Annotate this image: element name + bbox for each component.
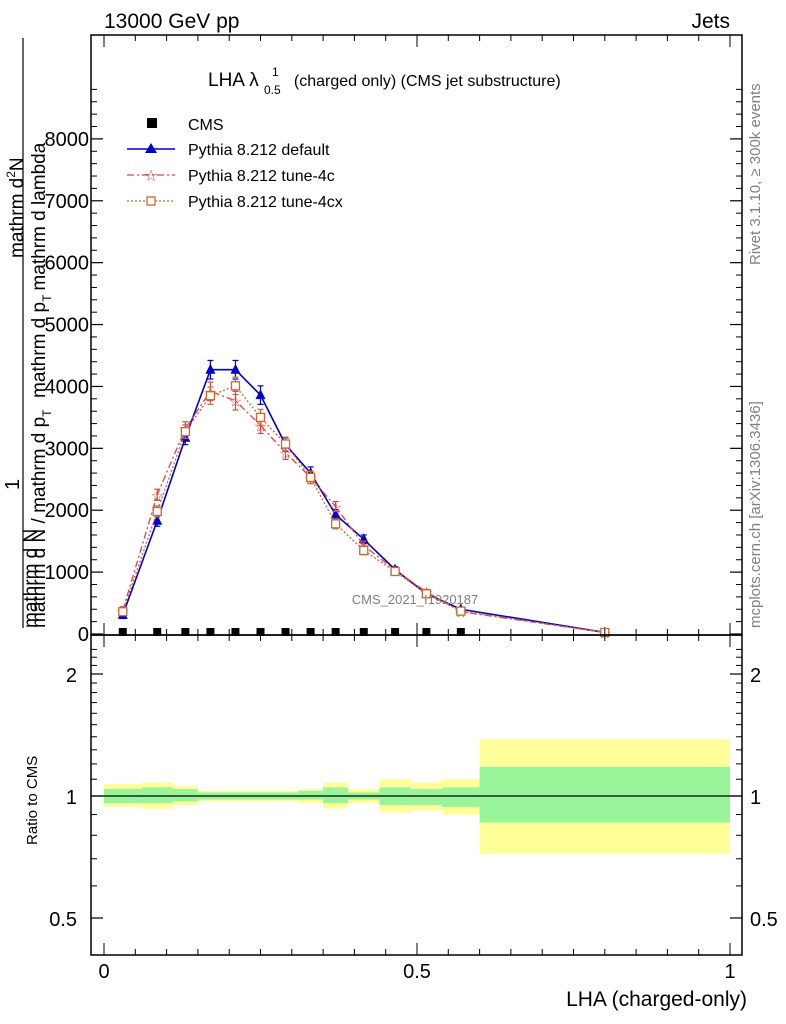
mcplots-label: mcplots.cern.ch [arXiv:1306.3436]	[747, 401, 764, 628]
data-point	[152, 506, 162, 517]
legend-default-label: Pythia 8.212 default	[188, 142, 330, 159]
ratio-ylabel: Ratio to CMS	[24, 756, 41, 845]
data-point	[152, 514, 163, 525]
legend-tune4cx-marker	[146, 196, 156, 206]
series-line	[122, 390, 605, 634]
legend-entry-default: Pythia 8.212 default	[127, 142, 330, 159]
data-point	[230, 363, 241, 374]
legend-cms-label: CMS	[188, 117, 224, 134]
ratio-band-inner	[172, 789, 198, 802]
series-3	[118, 376, 610, 638]
ratio-panel: 0.5 0.5 1 1 2 2 0 0.5 1 Ratio to CMS LHA (charge…	[24, 634, 778, 1011]
data-point	[255, 412, 266, 423]
main-ytick-label: 2000	[45, 500, 90, 522]
main-ytick-label: 8000	[45, 129, 90, 151]
xaxis-label: LHA (charged-only)	[566, 988, 747, 1011]
data-point	[118, 607, 128, 617]
energy-label: 13000 GeV pp	[104, 10, 239, 33]
xtick-label: 0	[98, 961, 109, 983]
ratio-band-inner	[442, 787, 480, 807]
ylabel-numerator-bottom: mathrm d pTmathrm d lambda	[29, 142, 54, 398]
ratio-ytick-label: 0.5	[49, 909, 77, 931]
legend-entry-cms: CMS	[147, 117, 224, 134]
data-point	[330, 508, 341, 519]
main-title: LHA λ 0.5 1 (charged only) (CMS jet subs…	[208, 60, 561, 99]
ratio-band-inner	[141, 787, 173, 804]
ylabel-denominator-bottom: mathrm d N	[21, 529, 42, 628]
data-point	[280, 439, 291, 449]
data-point	[281, 628, 290, 636]
data-point	[305, 472, 316, 483]
ylabel-denominator: mathrm d N / mathrm d pT	[29, 409, 54, 628]
legend-tune4c-marker: ☆	[144, 166, 158, 185]
main-ytick-label: 0	[78, 624, 89, 646]
data-point	[153, 628, 162, 636]
main-ylabel: 1 mathrm d N / mathrm d pT mathrm d2N ma…	[2, 38, 54, 628]
ratio-ytick-label-right: 1	[750, 787, 761, 809]
data-point	[331, 628, 340, 636]
ratio-ytick-label: 2	[66, 665, 77, 687]
ratio-ytick-label-right: 0.5	[750, 909, 778, 931]
ylabel-numerator-top: mathrm d2N	[4, 157, 28, 258]
data-point	[456, 606, 466, 616]
data-point	[421, 589, 432, 599]
data-point	[231, 628, 240, 636]
data-point	[205, 363, 216, 374]
legend-tune4cx-label: Pythia 8.212 tune-4cx	[188, 194, 343, 211]
legend-entry-tune4c: ☆ Pythia 8.212 tune-4c	[127, 166, 335, 185]
main-panel: ☆☆☆☆☆☆☆☆☆☆☆☆☆☆ 0100020003000400050006000…	[2, 34, 743, 646]
data-point: ☆	[150, 487, 163, 505]
data-point	[230, 381, 241, 391]
title-sub: 0.5	[264, 83, 281, 97]
data-point	[391, 628, 400, 636]
data-point	[359, 545, 369, 556]
category-label: Jets	[691, 10, 730, 33]
ratio-band-inner	[479, 766, 730, 823]
data-point	[206, 628, 215, 636]
main-ytick-label: 4000	[45, 376, 90, 398]
main-ytick-label: 3000	[45, 438, 90, 460]
data-point: ☆	[329, 499, 342, 517]
data-point	[181, 628, 190, 636]
title-rest: (charged only) (CMS jet substructure)	[294, 73, 561, 90]
legend: CMS Pythia 8.212 default ☆ Pythia 8.212 …	[127, 117, 343, 211]
legend-default-marker	[145, 143, 157, 153]
series-line	[122, 385, 605, 634]
analysis-watermark: CMS_2021_I1920187	[352, 592, 479, 607]
main-ytick-label: 7000	[45, 191, 90, 213]
data-point	[255, 389, 266, 400]
legend-cms-marker	[147, 118, 157, 128]
ratio-band-inner	[298, 790, 324, 800]
legend-entry-tune4cx: Pythia 8.212 tune-4cx	[127, 194, 343, 211]
ylabel-numerator: 1	[2, 479, 24, 490]
title-prefix: LHA λ	[208, 70, 259, 91]
data-point	[118, 628, 127, 636]
data-point	[330, 519, 341, 529]
data-point	[456, 628, 465, 636]
legend-tune4c-label: Pythia 8.212 tune-4c	[188, 168, 335, 185]
data-point	[422, 628, 431, 636]
ratio-ytick-label-right: 2	[750, 665, 761, 687]
main-ytick-label: 1000	[45, 562, 90, 584]
data-point	[205, 391, 216, 401]
xtick-label: 0.5	[403, 961, 431, 983]
data-point	[306, 628, 315, 636]
main-ytick-label: 5000	[45, 315, 90, 337]
ratio-band-inner	[323, 787, 349, 804]
xtick-label: 1	[724, 961, 735, 983]
ratio-band-inner	[410, 789, 443, 806]
rivet-label: Rivet 3.1.10, ≥ 300k events	[747, 83, 764, 265]
data-point	[180, 426, 191, 437]
data-point	[359, 628, 368, 636]
ratio-ytick-label: 1	[66, 787, 77, 809]
data-point: ☆	[229, 393, 242, 411]
data-point	[390, 566, 400, 577]
title-sup: 1	[272, 65, 279, 79]
main-ytick-label: 6000	[45, 253, 90, 275]
